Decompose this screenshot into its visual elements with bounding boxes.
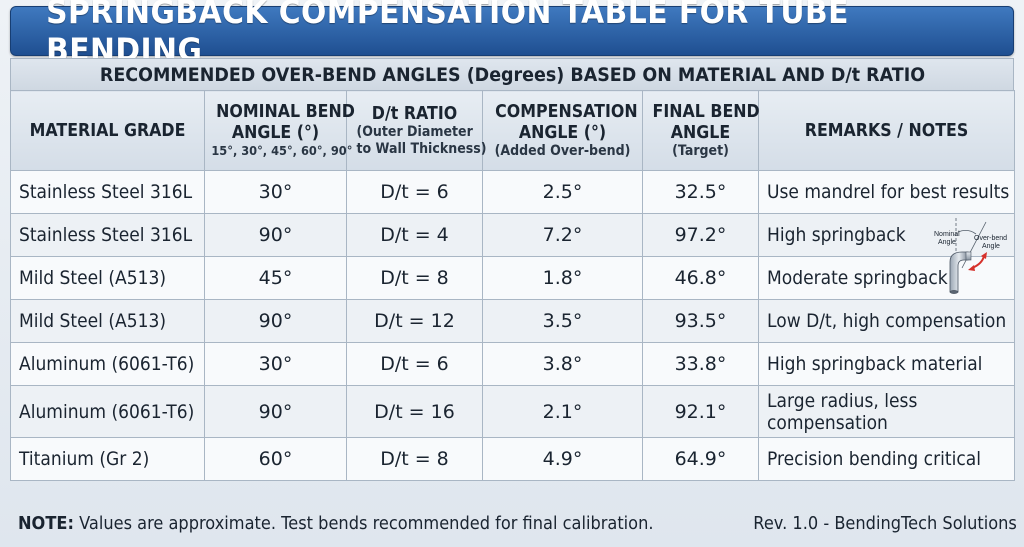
nominal-label-2: Angle (938, 239, 956, 246)
footer-note: NOTE: Values are approximate. Test bends… (18, 512, 654, 534)
table-row: Aluminum (6061-T6) 30° D/t = 6 3.8° 33.8… (10, 342, 1015, 386)
title-banner: SPRINGBACK COMPENSATION TABLE FOR TUBE B… (10, 0, 1014, 69)
cell-compensation: 2.1° (482, 385, 643, 438)
header-dt-ratio: D/t RATIO (Outer Diameter to Wall Thickn… (346, 90, 487, 171)
cell-remarks: Large radius, less compensation (758, 385, 1015, 438)
overbend-label: Over-bend (974, 235, 1007, 242)
arrow-head-icon (981, 252, 987, 259)
cell-dt: D/t = 4 (346, 213, 483, 257)
bent-tube-shape (949, 251, 969, 293)
header-final-angle: FINAL BEND ANGLE (Target) (642, 90, 760, 171)
footer: NOTE: Values are approximate. Test bends… (18, 506, 1017, 540)
cell-compensation: 7.2° (482, 213, 643, 257)
cell-compensation: 4.9° (482, 437, 643, 481)
cell-dt: D/t = 6 (346, 170, 483, 214)
subtitle-text: RECOMMENDED OVER-BEND ANGLES (Degrees) B… (99, 63, 925, 86)
tube-end-cap (965, 251, 972, 261)
table-row: Mild Steel (A513) 90° D/t = 12 3.5° 93.5… (10, 299, 1015, 343)
header-remarks: REMARKS / NOTES (758, 90, 1015, 171)
cell-nominal: 30° (204, 170, 347, 214)
nominal-label: Nominal (934, 231, 960, 238)
cell-nominal: 30° (204, 342, 347, 386)
cell-nominal: 90° (204, 299, 347, 343)
header-nominal-angle: NOMINAL BEND ANGLE (°) 15°, 30°, 45°, 60… (204, 90, 355, 171)
tube-opening (949, 290, 959, 294)
arrow-tail-icon (968, 265, 975, 271)
angle-arc (957, 230, 977, 235)
cell-dt: D/t = 8 (346, 256, 483, 300)
cell-final: 92.1° (642, 385, 759, 438)
footer-revision: Rev. 1.0 - BendingTech Solutions (753, 512, 1017, 534)
cell-final: 33.8° (642, 342, 759, 386)
table-row: Stainless Steel 316L 90° D/t = 4 7.2° 97… (10, 213, 1015, 257)
cell-remarks: Low D/t, high compensation (758, 299, 1015, 343)
cell-nominal: 90° (204, 213, 347, 257)
cell-dt: D/t = 12 (346, 299, 483, 343)
cell-final: 32.5° (642, 170, 759, 214)
table-row: Aluminum (6061-T6) 90° D/t = 16 2.1° 92.… (10, 385, 1015, 438)
page-title: SPRINGBACK COMPENSATION TABLE FOR TUBE B… (46, 0, 849, 69)
cell-material: Mild Steel (A513) (10, 256, 205, 300)
cell-dt: D/t = 6 (346, 342, 483, 386)
cell-final: 46.8° (642, 256, 759, 300)
table-row: Stainless Steel 316L 30° D/t = 6 2.5° 32… (10, 170, 1015, 214)
table-subtitle: RECOMMENDED OVER-BEND ANGLES (Degrees) B… (10, 58, 1014, 90)
cell-material: Mild Steel (A513) (10, 299, 205, 343)
cell-remarks: Precision bending critical (758, 437, 1015, 481)
table-row: Mild Steel (A513) 45° D/t = 8 1.8° 46.8°… (10, 256, 1015, 300)
table-header-row: MATERIAL GRADE NOMINAL BEND ANGLE (°) 15… (10, 90, 1015, 171)
overbend-label-2: Angle (982, 243, 1000, 250)
cell-compensation: 3.5° (482, 299, 643, 343)
overbend-diagram: Nominal Angle Over-bend Angle (934, 218, 1007, 294)
cell-compensation: 3.8° (482, 342, 643, 386)
cell-material: Titanium (Gr 2) (10, 437, 205, 481)
compensation-table: MATERIAL GRADE NOMINAL BEND ANGLE (°) 15… (10, 90, 1015, 481)
cell-final: 64.9° (642, 437, 759, 481)
cell-compensation: 1.8° (482, 256, 643, 300)
cell-remarks: High springback material (758, 342, 1015, 386)
cell-compensation: 2.5° (482, 170, 643, 214)
header-compensation-angle: COMPENSATION ANGLE (°) (Added Over-bend) (482, 90, 643, 171)
cell-final: 93.5° (642, 299, 759, 343)
cell-nominal: 60° (204, 437, 347, 481)
cell-nominal: 90° (204, 385, 347, 438)
cell-remarks: Use mandrel for best results (758, 170, 1015, 214)
cell-material: Stainless Steel 316L (10, 213, 205, 257)
cell-dt: D/t = 8 (346, 437, 483, 481)
table-row: Titanium (Gr 2) 60° D/t = 8 4.9° 64.9° P… (10, 437, 1015, 481)
cell-material: Stainless Steel 316L (10, 170, 205, 214)
header-material: MATERIAL GRADE (10, 90, 205, 171)
cell-final: 97.2° (642, 213, 759, 257)
cell-dt: D/t = 16 (346, 385, 483, 438)
cell-material: Aluminum (6061-T6) (10, 342, 205, 386)
cell-remarks: Moderate springback (758, 256, 1015, 300)
cell-nominal: 45° (204, 256, 347, 300)
cell-material: Aluminum (6061-T6) (10, 385, 205, 438)
